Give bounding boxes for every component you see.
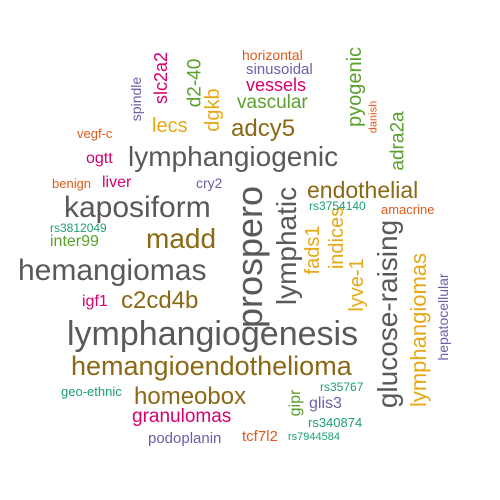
word-lymphangiogenesis: lymphangiogenesis bbox=[67, 315, 359, 353]
word-adcy5: adcy5 bbox=[231, 115, 296, 142]
word-hemangioendothelioma: hemangioendothelioma bbox=[71, 351, 352, 381]
word-vessels: vessels bbox=[246, 75, 307, 95]
word-homeobox: homeobox bbox=[134, 383, 247, 410]
word-liver: liver bbox=[102, 174, 132, 191]
word-amacrine: amacrine bbox=[381, 202, 435, 217]
word-sinusoidal: sinusoidal bbox=[246, 61, 313, 78]
word-podoplanin: podoplanin bbox=[148, 430, 222, 447]
word-spindle: spindle bbox=[128, 76, 144, 122]
word-hemangiomas: hemangiomas bbox=[18, 254, 207, 287]
word-geo-ethnic: geo-ethnic bbox=[61, 384, 122, 399]
word-adra2a: adra2a bbox=[387, 111, 409, 171]
word-prospero: prospero bbox=[229, 185, 270, 329]
word-fads1: fads1 bbox=[302, 225, 324, 275]
word-igf1: igf1 bbox=[82, 293, 108, 310]
word-endothelial: endothelial bbox=[307, 177, 419, 203]
word-benign: benign bbox=[52, 176, 92, 191]
word-hepatocellular: hepatocellular bbox=[435, 273, 451, 361]
word-slc2a2: slc2a2 bbox=[151, 51, 171, 105]
word-danish: danish bbox=[367, 100, 380, 134]
word-glucose-raising: glucose-raising bbox=[372, 219, 403, 409]
word-horizontal: horizontal bbox=[242, 47, 303, 63]
word-indices: indices bbox=[326, 206, 348, 270]
word-madd: madd bbox=[146, 223, 217, 254]
word-granulomas: granulomas bbox=[132, 406, 232, 427]
word-vegf-c: vegf-c bbox=[77, 126, 113, 141]
word-gipr: gipr bbox=[287, 389, 304, 417]
word-tcf7l2: tcf7l2 bbox=[242, 428, 278, 445]
word-kaposiform: kaposiform bbox=[64, 191, 211, 224]
word-pyogenic: pyogenic bbox=[344, 46, 366, 128]
word-rs340874: rs340874 bbox=[308, 415, 363, 430]
word-lecs: lecs bbox=[152, 115, 188, 137]
word-d2-40: d2-40 bbox=[184, 58, 206, 108]
word-ogtt: ogtt bbox=[86, 150, 113, 167]
word-rs7944584: rs7944584 bbox=[288, 431, 340, 443]
word-rs3754140: rs3754140 bbox=[309, 199, 366, 213]
word-c2cd4b: c2cd4b bbox=[121, 287, 199, 314]
word-dgkb: dgkb bbox=[202, 88, 224, 132]
word-rs35767: rs35767 bbox=[320, 380, 364, 394]
word-lymphangiomas: lymphangiomas bbox=[406, 252, 431, 408]
word-vascular: vascular bbox=[237, 92, 308, 113]
word-lyve-1: lyve-1 bbox=[346, 258, 368, 312]
word-lymphatic: lymphatic bbox=[271, 186, 302, 306]
word-lymphangiogenic: lymphangiogenic bbox=[128, 141, 339, 172]
word-glis3: glis3 bbox=[309, 395, 342, 412]
word-rs3812049: rs3812049 bbox=[50, 221, 107, 235]
word-cry2: cry2 bbox=[196, 175, 223, 191]
word-inter99: inter99 bbox=[50, 233, 99, 250]
